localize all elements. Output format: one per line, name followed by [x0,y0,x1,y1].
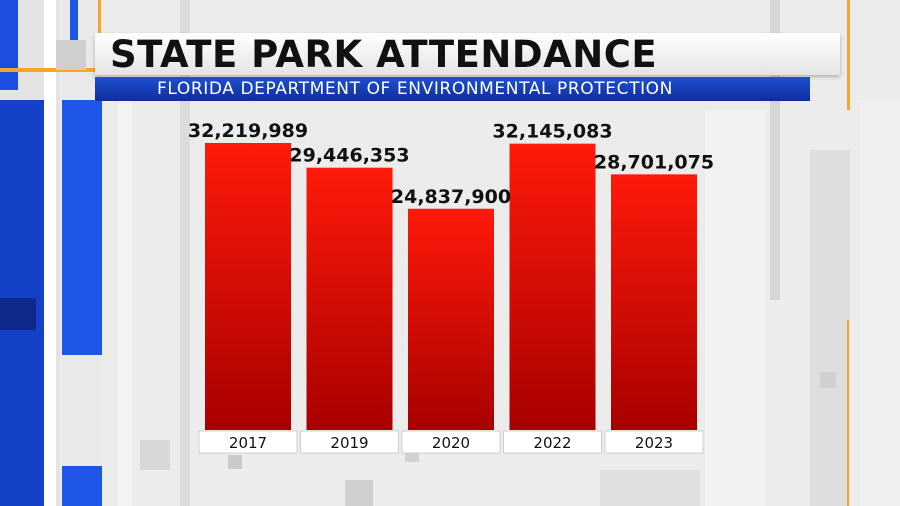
value-label-2023: 28,701,075 [594,151,714,173]
bar-2020 [408,208,494,430]
bar-2022 [509,143,596,430]
category-label-box [401,430,501,454]
value-label-2020: 24,837,900 [391,186,511,208]
category-label-box [300,430,399,454]
subtitle-banner: FLORIDA DEPARTMENT OF ENVIRONMENTAL PROT… [95,77,810,101]
bar-2023 [611,174,697,430]
category-label-2022: 2022 [533,434,571,452]
category-label-box [503,430,602,454]
title-banner: STATE PARK ATTENDANCE [95,33,840,76]
chart-subtitle: FLORIDA DEPARTMENT OF ENVIRONMENTAL PROT… [157,79,673,99]
chart-title: STATE PARK ATTENDANCE [110,33,658,76]
category-label-2019: 2019 [330,434,368,452]
category-label-box [604,430,704,454]
category-label-2017: 2017 [229,434,267,452]
bar-2017 [205,143,291,430]
value-label-2019: 29,446,353 [289,145,409,167]
value-label-2017: 32,219,989 [188,120,308,142]
value-label-2022: 32,145,083 [492,121,612,143]
category-label-box [198,430,298,454]
category-label-2023: 2023 [635,434,673,452]
category-label-2020: 2020 [432,434,470,452]
bar-2019 [306,167,393,430]
